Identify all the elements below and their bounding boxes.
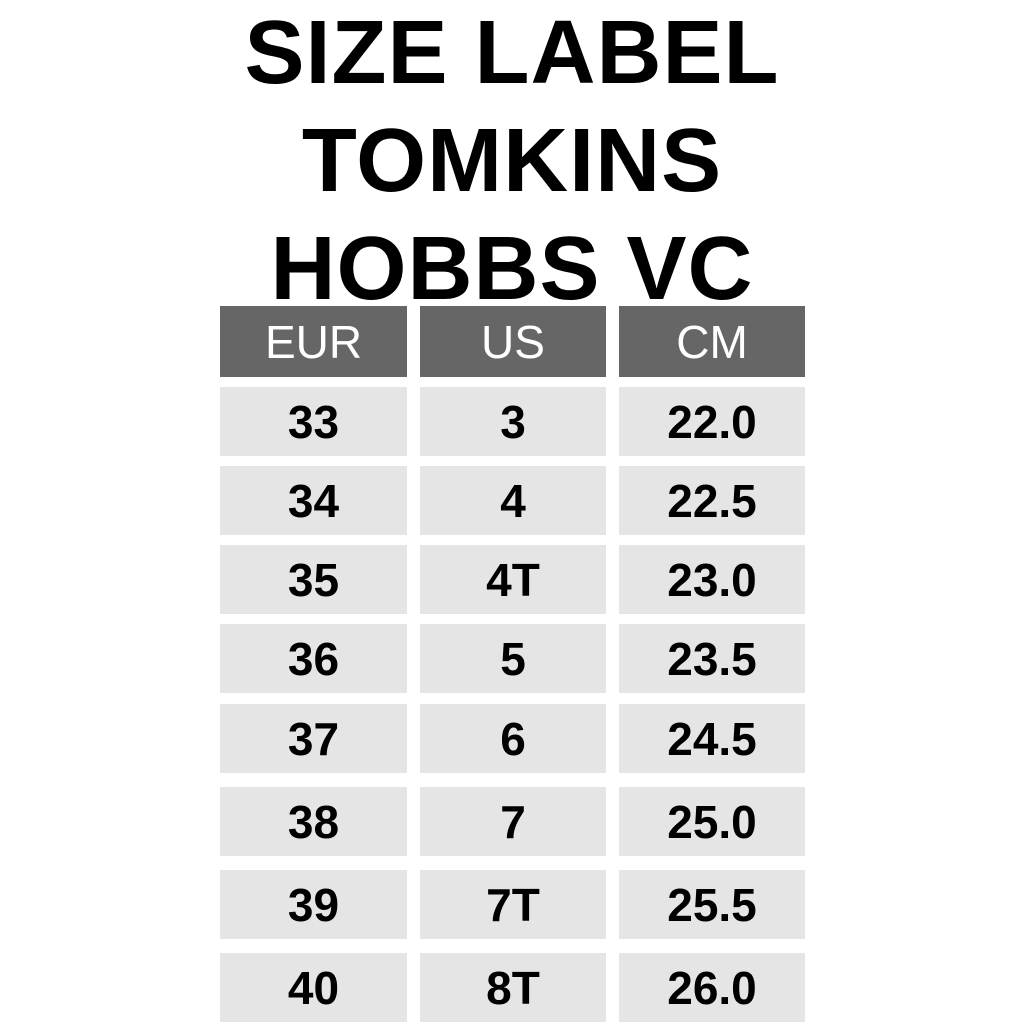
cell-cm: 22.5 xyxy=(619,466,805,535)
header-cm: CM xyxy=(619,306,805,377)
cell-eur: 38 xyxy=(220,787,407,856)
cell-eur: 36 xyxy=(220,624,407,693)
cell-eur: 34 xyxy=(220,466,407,535)
cell-us: 6 xyxy=(420,704,606,773)
title-line-2: TOMKINS xyxy=(301,111,723,211)
cell-eur: 40 xyxy=(220,953,407,1022)
cell-cm: 22.0 xyxy=(619,387,805,456)
cell-us: 8T xyxy=(420,953,606,1022)
cell-us: 7T xyxy=(420,870,606,939)
cell-us: 4T xyxy=(420,545,606,614)
cell-cm: 26.0 xyxy=(619,953,805,1022)
title-line-3: HOBBS VC xyxy=(270,219,754,319)
cell-cm: 24.5 xyxy=(619,704,805,773)
header-eur: EUR xyxy=(220,306,407,377)
title-line-1: SIZE LABEL xyxy=(244,3,780,103)
cell-us: 5 xyxy=(420,624,606,693)
cell-cm: 25.5 xyxy=(619,870,805,939)
cell-us: 4 xyxy=(420,466,606,535)
cell-cm: 23.5 xyxy=(619,624,805,693)
cell-eur: 37 xyxy=(220,704,407,773)
header-us: US xyxy=(420,306,606,377)
cell-cm: 25.0 xyxy=(619,787,805,856)
cell-us: 7 xyxy=(420,787,606,856)
cell-eur: 39 xyxy=(220,870,407,939)
cell-us: 3 xyxy=(420,387,606,456)
cell-eur: 35 xyxy=(220,545,407,614)
cell-cm: 23.0 xyxy=(619,545,805,614)
cell-eur: 33 xyxy=(220,387,407,456)
